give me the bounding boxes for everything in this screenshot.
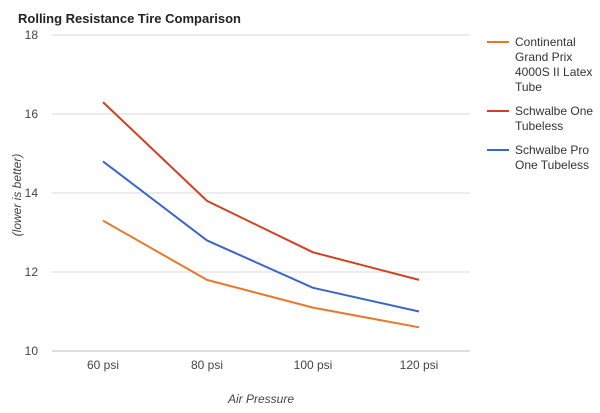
- x-tick-label: 100 psi: [294, 358, 333, 372]
- legend-label: Tubeless: [515, 119, 563, 133]
- y-tick-label: 14: [25, 186, 39, 200]
- legend-label: Tube: [515, 80, 542, 94]
- x-axis-label: Air Pressure: [227, 392, 294, 406]
- series-line-0: [102, 219, 420, 329]
- series-line-1: [102, 101, 420, 281]
- y-tick-label: 18: [25, 28, 39, 42]
- legend-label: Grand Prix: [515, 50, 572, 64]
- legend-label: Schwalbe One: [515, 104, 593, 118]
- y-tick-label: 12: [25, 265, 39, 279]
- y-tick-label: 16: [25, 107, 39, 121]
- x-tick-label: 60 psi: [87, 358, 119, 372]
- y-axis-label: (lower is better): [10, 154, 24, 237]
- legend-label: Continental: [515, 35, 576, 49]
- x-tick-label: 120 psi: [400, 358, 439, 372]
- legend-label: 4000S II Latex: [515, 65, 592, 79]
- series-line-2: [102, 160, 420, 313]
- series-lines: [102, 101, 420, 329]
- x-axis-ticks: 60 psi 80 psi 100 psi 120 psi: [87, 358, 438, 372]
- legend-label: Schwalbe Pro: [515, 143, 589, 157]
- grid-lines: [52, 34, 470, 352]
- y-axis-ticks: 10 12 14 16 18: [25, 28, 39, 358]
- legend-label: One Tubeless: [515, 158, 589, 172]
- x-tick-label: 80 psi: [191, 358, 223, 372]
- chart-title: Rolling Resistance Tire Comparison: [18, 11, 241, 26]
- y-tick-label: 10: [25, 344, 39, 358]
